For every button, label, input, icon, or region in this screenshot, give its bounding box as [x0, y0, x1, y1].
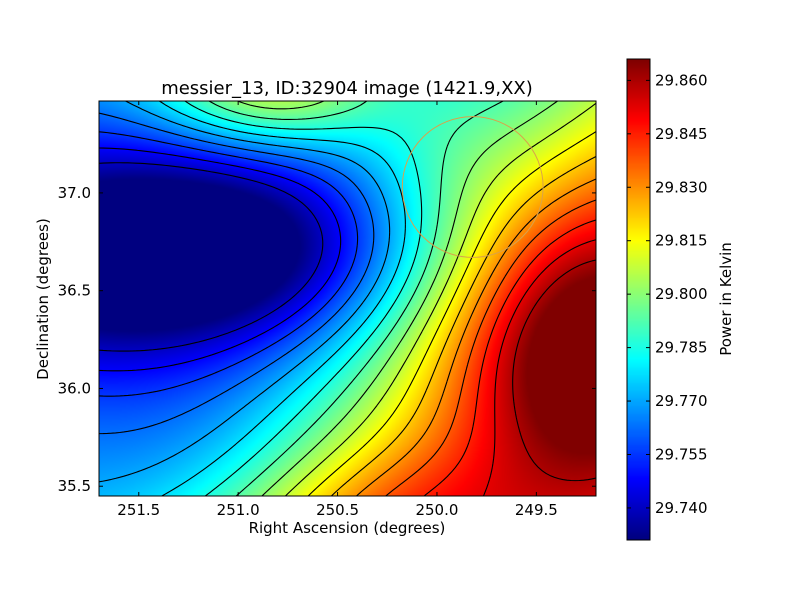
colorbar-ticks: 29.740 29.755 29.770 29.785 29.800 29.815 29.8… — [627, 71, 708, 517]
colorbar-tick-label: 29.770 — [655, 392, 708, 410]
x-tick-label: 249.5 — [515, 501, 558, 519]
y-axis-ticks: 35.5 36.0 36.5 37.0 — [58, 184, 596, 495]
x-axis-label: Right Ascension (degrees) — [249, 519, 446, 537]
x-tick-label: 250.5 — [316, 501, 359, 519]
beam-circle — [401, 116, 544, 258]
x-tick-label: 250.0 — [415, 501, 458, 519]
chart-title: messier_13, ID:32904 image (1421.9,XX) — [161, 78, 533, 99]
contour-line-10 — [307, 131, 596, 496]
contour-line-4 — [99, 101, 391, 483]
contour-lines — [99, 101, 596, 496]
contour-line-5 — [159, 101, 406, 496]
x-tick-label: 251.5 — [117, 501, 160, 519]
contour-line-16 — [512, 259, 596, 482]
contour-line-11 — [330, 156, 596, 496]
contour-line-15 — [482, 239, 596, 496]
plot-frame — [98, 100, 597, 497]
contour-line-2 — [99, 131, 359, 397]
colorbar: 29.740 29.755 29.770 29.785 29.800 29.815 29.8… — [626, 58, 735, 541]
heatmap-area — [98, 100, 597, 497]
contour-line-13 — [385, 199, 596, 496]
x-tick-label: 251.0 — [217, 501, 260, 519]
colorbar-label: Power in Kelvin — [717, 242, 735, 356]
colorbar-tick-label: 29.800 — [655, 285, 708, 303]
colorbar-tick-label: 29.785 — [655, 339, 708, 357]
colorbar-tick-label: 29.815 — [655, 232, 708, 250]
y-tick-label: 36.5 — [58, 282, 91, 300]
colorbar-tick-label: 29.860 — [655, 71, 708, 89]
colorbar-frame — [626, 58, 651, 541]
colorbar-tick-label: 29.740 — [655, 499, 708, 517]
y-axis-label: Declination (degrees) — [34, 218, 52, 380]
y-tick-label: 36.0 — [58, 379, 91, 397]
contour-line-0 — [99, 162, 324, 352]
colorbar-tick-label: 29.830 — [655, 178, 708, 196]
colorbar-gradient — [627, 59, 650, 540]
x-axis-ticks: 251.5 251.0 250.5 250.0 249.5 — [117, 101, 558, 519]
y-tick-label: 37.0 — [58, 184, 91, 202]
contour-line-1 — [99, 147, 342, 372]
contour-line-9 — [285, 102, 596, 496]
colorbar-tick-label: 29.845 — [655, 125, 708, 143]
y-tick-label: 35.5 — [58, 477, 91, 495]
colorbar-tick-label: 29.755 — [655, 445, 708, 463]
